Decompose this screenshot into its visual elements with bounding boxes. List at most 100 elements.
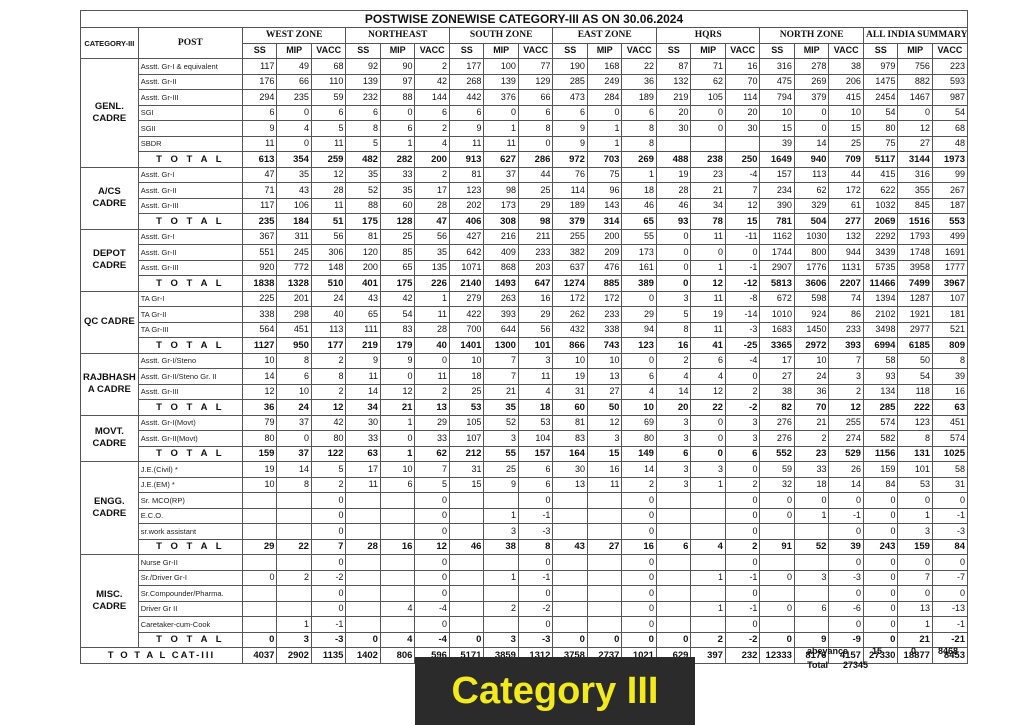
value-cell: 90 [379,58,416,75]
value-cell: 25 [828,135,864,152]
subheader-cell: MIP [379,42,416,59]
category-cell: A/CS CADRE [80,166,139,230]
value-cell: 10 [828,104,864,121]
value-cell: 9 [345,352,381,369]
table-row: Caretaker-cum-Cook 1 -1 0 0 0 0 0 0 1 -1 [81,616,969,633]
subheader-cell: SS [345,42,381,59]
value-cell [552,600,588,617]
value-cell [276,492,312,509]
abeyance-value: 15 [871,646,882,656]
value-cell: 33 [379,166,416,183]
value-cell: -3 [517,523,554,540]
value-cell: 19 [552,368,588,385]
zone-header: NORTHEAST [345,27,450,44]
value-cell: 274 [828,430,864,447]
value-cell: 17 [414,182,450,199]
value-cell [345,569,381,586]
overall-total-label: Total [807,660,828,670]
value-cell: 117 [241,58,278,75]
value-cell: 94 [621,321,657,338]
value-cell: 311 [276,228,312,245]
post-cell: Asstt. Gr-III [137,383,243,400]
value-cell: 34 [345,399,381,416]
value-cell: 101 [517,337,554,354]
abeyance-value: 0 [910,646,916,656]
subheader-cell: MIP [483,42,519,59]
value-cell: 4 [690,368,726,385]
value-cell: 920 [241,259,278,276]
value-cell: 647 [517,275,554,292]
value-cell: 15 [448,476,485,493]
value-cell: 38 [828,58,864,75]
value-cell [276,523,312,540]
value-cell: 6 [241,104,278,121]
value-cell: 52 [483,414,519,431]
table-row: QC CADRE TA Gr-I 225 201 24 43 42 1 279 263 16 172 1… [80,290,969,354]
value-cell: 105 [690,89,726,106]
value-cell: 0 [828,554,864,571]
value-cell: 6 [379,120,416,137]
value-cell: 27 [586,383,623,400]
value-cell: 6 [793,600,830,617]
value-cell: 2 [414,166,450,183]
value-cell: 3 [276,631,312,648]
subheader-cell: SS [448,42,485,59]
value-cell: 233 [586,306,623,323]
value-cell: 415 [828,89,864,106]
value-cell: 8 [517,538,554,555]
overall-total-value: 27345 [842,660,868,670]
value-cell: 30 [724,120,761,137]
value-cell [241,507,278,524]
value-cell: 1127 [241,337,278,354]
value-cell: -1 [724,259,761,276]
total-row: T O T A L 613 354 259 482 282 200 913 627 286 972 7… [81,151,969,168]
post-cell: Nurse Gr-II [137,554,243,571]
value-cell: 134 [862,383,899,400]
value-cell: 135 [414,259,450,276]
value-cell: 3 [483,523,519,540]
value-cell: 2102 [862,306,899,323]
value-cell: 3365 [759,337,795,354]
value-cell: 950 [276,337,312,354]
value-cell [655,616,692,633]
value-cell: 8 [655,321,692,338]
category-cell: GENL. CADRE [80,58,139,168]
value-cell: 36 [241,399,278,416]
value-cell: 672 [759,290,795,307]
value-cell: 0 [379,104,416,121]
value-cell: 13 [414,399,450,416]
value-cell: 11 [310,135,347,152]
value-cell: 0 [862,523,899,540]
table-row: Sr.Compounder/Pharma. 0 0 0 0 0 0 0 0 0 [81,585,969,602]
value-cell: 3439 [862,244,899,261]
value-cell: 4037 [241,647,278,664]
value-cell: 62 [414,445,450,462]
value-cell: -14 [724,306,761,323]
value-cell [655,492,692,509]
value-cell: 7 [897,569,933,586]
value-cell: 0 [586,631,623,648]
value-cell [690,585,726,602]
value-cell: 53 [448,399,485,416]
value-cell: 0 [276,104,312,121]
value-cell: 40 [414,337,450,354]
value-cell: 0 [759,600,795,617]
value-cell: 393 [828,337,864,354]
value-cell: 38 [483,538,519,555]
value-cell [345,507,381,524]
post-cell: Sr. MCO(RP) [137,492,243,509]
value-cell: 979 [862,58,899,75]
value-cell: 16 [379,538,416,555]
value-cell: 4 [276,120,312,137]
value-cell: 88 [345,197,381,214]
value-cell: 0 [483,104,519,121]
value-cell: 85 [379,244,416,261]
value-cell: 284 [586,89,623,106]
value-cell: 11 [690,290,726,307]
value-cell: 70 [793,399,830,416]
value-cell: 219 [655,89,692,106]
value-cell: 54 [931,104,969,121]
value-cell: 329 [793,197,830,214]
value-cell: -1 [310,616,347,633]
value-cell: 0 [828,616,864,633]
